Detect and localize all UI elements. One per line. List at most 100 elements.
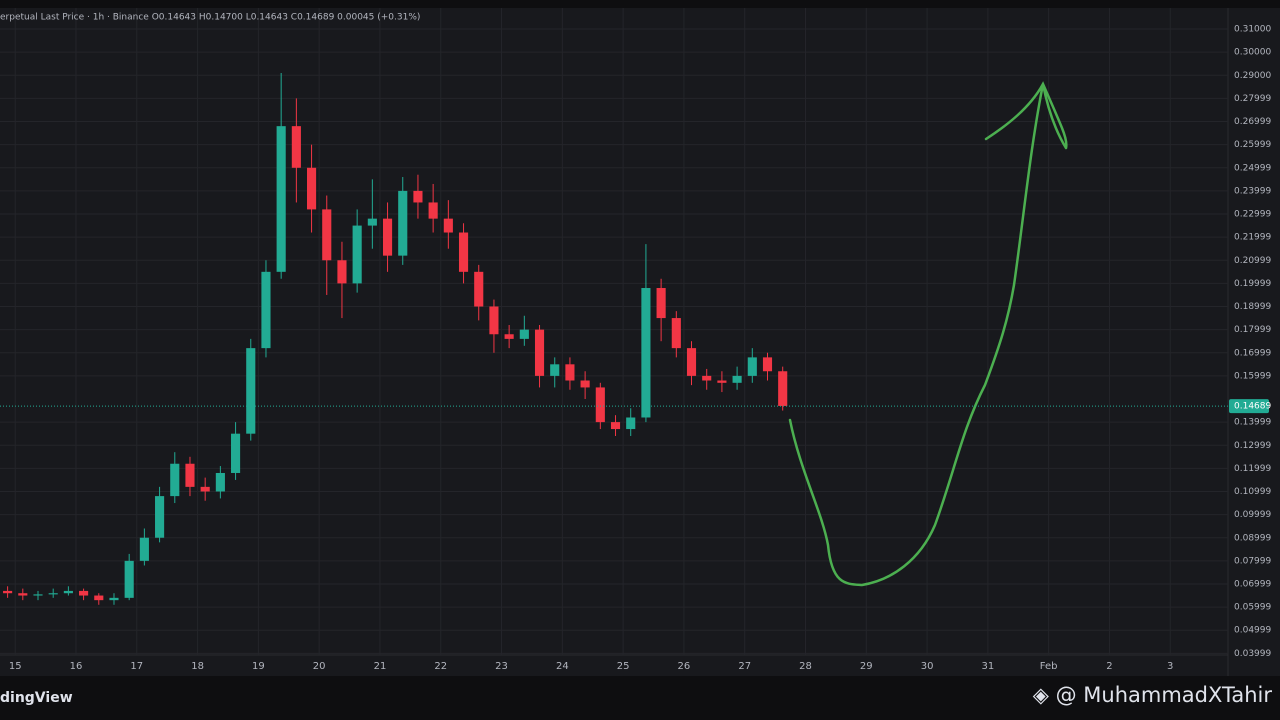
candle-body (489, 306, 499, 335)
x-tick-label: 29 (860, 661, 873, 672)
chart-area (0, 8, 1280, 676)
candle-body (352, 225, 362, 284)
hand-drawn-arrow (788, 81, 1068, 587)
y-tick-label: 0.03999 (1234, 649, 1271, 659)
candle-body (686, 348, 697, 376)
candle-body (656, 288, 666, 319)
candle-body (246, 348, 256, 434)
candle-body (732, 375, 742, 383)
candle-body (170, 463, 180, 497)
y-tick-label: 0.10999 (1234, 487, 1271, 497)
candle-body (382, 218, 393, 256)
x-tick-label: 24 (556, 661, 569, 672)
candle-body (261, 271, 271, 349)
candle-body (48, 593, 58, 595)
candle-body (519, 329, 529, 339)
candle-body (139, 537, 149, 561)
candle-body (33, 594, 43, 596)
y-tick-label: 0.23999 (1234, 186, 1271, 196)
last-price-label: 0.14689 (1234, 402, 1271, 412)
x-tick-label: 17 (130, 661, 143, 672)
candle-body (717, 380, 727, 383)
x-tick-label: 2 (1106, 661, 1112, 672)
y-tick-label: 0.12999 (1234, 441, 1271, 451)
candle-body (550, 364, 560, 376)
y-tick-label: 0.05999 (1234, 603, 1271, 613)
y-tick-label: 0.31000 (1234, 25, 1271, 35)
y-tick-label: 0.13999 (1234, 418, 1271, 428)
y-tick-label: 0.27999 (1234, 94, 1271, 104)
candle-body (747, 357, 757, 376)
y-tick-label: 0.16999 (1234, 348, 1271, 358)
candle-body (185, 463, 195, 487)
candle-body (626, 417, 636, 430)
x-tick-label: 26 (678, 661, 691, 672)
x-tick-label: 3 (1167, 661, 1173, 672)
candle-body (702, 375, 712, 381)
candle-body (322, 209, 332, 261)
candle-body (109, 597, 119, 601)
y-tick-label: 0.22999 (1234, 210, 1271, 220)
y-tick-label: 0.29000 (1234, 71, 1271, 81)
x-tick-label: 25 (617, 661, 630, 672)
x-tick-label: 30 (921, 661, 934, 672)
y-tick-label: 0.04999 (1234, 626, 1271, 636)
x-tick-label: 19 (252, 661, 265, 672)
x-tick-label: 23 (495, 661, 508, 672)
candle-body (367, 218, 377, 226)
last-price-tag (1229, 399, 1269, 414)
candle-body (3, 590, 13, 594)
y-tick-label: 0.09999 (1234, 510, 1271, 520)
x-tick-label: 18 (191, 661, 204, 672)
y-tick-label: 0.06999 (1234, 579, 1271, 589)
x-tick-label: 22 (434, 661, 447, 672)
candle-body (79, 590, 89, 596)
y-tick-label: 0.07999 (1234, 556, 1271, 566)
candle-body (200, 486, 210, 492)
candle-body (458, 232, 469, 272)
candle-body (398, 190, 408, 256)
y-tick-label: 0.21999 (1234, 233, 1271, 243)
candle-body (307, 167, 317, 210)
candle-body (18, 593, 28, 596)
y-tick-label: 0.24999 (1234, 163, 1271, 173)
y-tick-label: 0.30000 (1234, 48, 1271, 58)
candle-body (215, 472, 225, 492)
candle-body (580, 380, 590, 388)
candle-body (155, 496, 165, 538)
candle-body (291, 126, 301, 168)
x-tick-label: 27 (738, 661, 751, 672)
y-tick-label: 0.11999 (1234, 464, 1271, 474)
candle-body (762, 357, 773, 372)
x-tick-label: Feb (1040, 661, 1058, 672)
candle-body (534, 329, 545, 376)
y-tick-label: 0.26999 (1234, 117, 1271, 127)
x-tick-label: 15 (9, 661, 22, 672)
candle-body (428, 202, 438, 219)
candle-body (565, 364, 575, 381)
candle-body (474, 271, 484, 307)
logo-text: dingView (0, 690, 73, 706)
candle-body (671, 318, 681, 349)
y-tick-label: 0.15999 (1234, 371, 1271, 381)
candle-body (94, 595, 104, 601)
x-tick-label: 28 (799, 661, 812, 672)
candle-body (63, 590, 73, 594)
candle-body (778, 371, 788, 406)
candle-body (610, 422, 621, 430)
candle-body (124, 560, 134, 598)
y-tick-label: 0.18999 (1234, 302, 1271, 312)
x-tick-label: 16 (70, 661, 83, 672)
y-tick-label: 0.20999 (1234, 256, 1271, 266)
x-tick-label: 31 (982, 661, 995, 672)
y-tick-label: 0.25999 (1234, 140, 1271, 150)
y-tick-label: 0.19999 (1234, 279, 1271, 289)
candle-body (595, 387, 605, 423)
watermark: ◈ @ MuhammadXTahir (1033, 683, 1273, 707)
candle-body (641, 288, 651, 418)
candle-body (276, 126, 286, 272)
x-tick-label: 20 (313, 661, 326, 672)
candle-body (413, 190, 423, 203)
